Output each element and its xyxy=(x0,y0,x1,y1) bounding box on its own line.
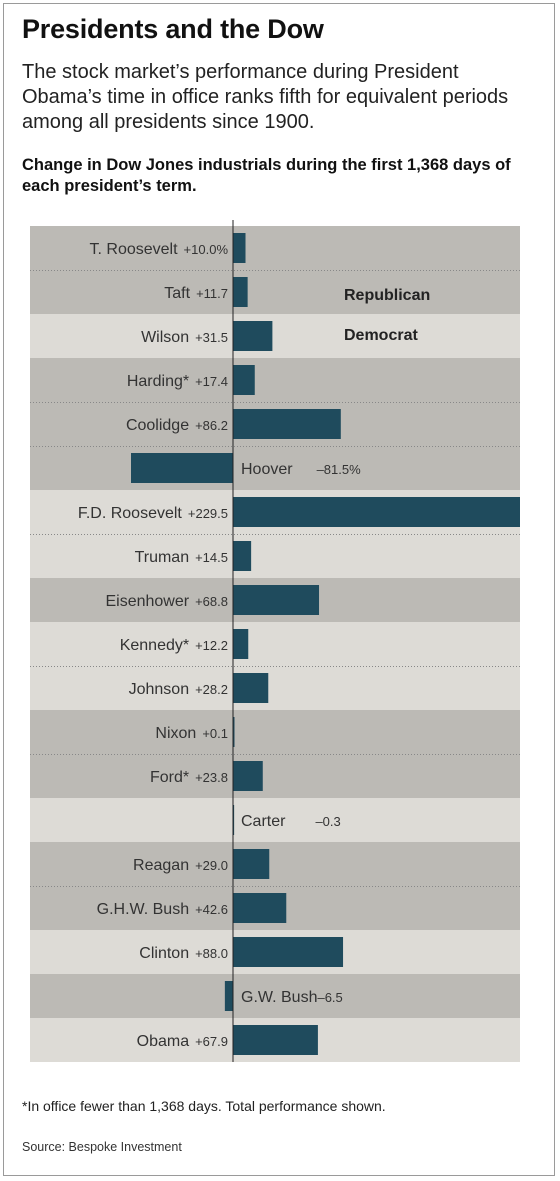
bar xyxy=(233,1025,318,1055)
bar xyxy=(233,585,320,615)
row-band xyxy=(30,358,520,402)
bar xyxy=(233,365,255,395)
value-label: +42.6 xyxy=(195,902,228,917)
row-band xyxy=(30,270,520,314)
bar xyxy=(233,629,249,659)
source-note: Source: Bespoke Investment xyxy=(22,1140,182,1154)
party-bands xyxy=(30,226,520,1062)
bar xyxy=(233,761,263,791)
value-label: –81.5% xyxy=(317,462,362,477)
bar xyxy=(233,233,246,263)
row-band xyxy=(30,226,520,270)
value-label: –6.5 xyxy=(317,990,342,1005)
president-label: Taft xyxy=(164,285,190,302)
legend-democrat: Democrat xyxy=(344,327,418,344)
row-band xyxy=(30,710,520,754)
labels-group: T. Roosevelt +10.0% Taft +11.7 Wilson +31.5 Ha… xyxy=(78,241,361,1050)
row-band xyxy=(30,754,520,798)
footnote: *In office fewer than 1,368 days. Total … xyxy=(22,1098,386,1114)
president-label: Wilson xyxy=(141,329,189,346)
chart-subtitle: The stock market’s performance during Pr… xyxy=(22,61,509,133)
president-label: T. Roosevelt xyxy=(90,241,179,258)
value-label: +67.9 xyxy=(195,1034,228,1049)
row-band xyxy=(30,534,520,578)
president-label: Obama xyxy=(137,1033,190,1050)
row-band xyxy=(30,798,520,842)
row-band xyxy=(30,666,520,710)
legend-republican: Republican xyxy=(344,287,430,304)
value-label: +12.2 xyxy=(195,638,228,653)
president-label: G.H.W. Bush xyxy=(97,901,189,918)
value-label: +31.5 xyxy=(195,330,228,345)
president-label: Nixon xyxy=(155,725,196,742)
value-label: +0.1 xyxy=(202,726,228,741)
row-band xyxy=(30,622,520,666)
bar xyxy=(233,321,273,351)
bar xyxy=(131,453,233,483)
president-label: Carter xyxy=(241,813,286,830)
bars-group xyxy=(131,233,520,1055)
bar xyxy=(233,673,269,703)
president-label: Kennedy* xyxy=(120,637,189,654)
row-band xyxy=(30,974,520,1018)
president-label: F.D. Roosevelt xyxy=(78,505,183,522)
bar xyxy=(233,277,248,307)
president-label: Ford* xyxy=(150,769,189,786)
president-label: Reagan xyxy=(133,857,189,874)
bar xyxy=(233,409,341,439)
bar xyxy=(233,717,235,747)
bar xyxy=(233,541,252,571)
bar xyxy=(224,981,233,1011)
value-label: +28.2 xyxy=(195,682,228,697)
president-label: Johnson xyxy=(129,681,190,698)
value-label: +88.0 xyxy=(195,946,228,961)
value-label: +86.2 xyxy=(195,418,228,433)
president-label: Clinton xyxy=(139,945,189,962)
row-band xyxy=(30,446,520,490)
legend: Republican Democrat xyxy=(344,287,430,344)
president-label: Truman xyxy=(135,549,190,566)
value-label: +23.8 xyxy=(195,770,228,785)
value-label: +14.5 xyxy=(195,550,228,565)
row-band xyxy=(30,842,520,886)
bar xyxy=(233,937,344,967)
bar xyxy=(233,849,270,879)
bar xyxy=(233,893,287,923)
value-label: –0.3 xyxy=(315,814,340,829)
president-label: G.W. Bush xyxy=(241,989,317,1006)
chart-heading: Change in Dow Jones industrials during t… xyxy=(22,156,511,195)
value-label: +68.8 xyxy=(195,594,228,609)
president-label: Harding* xyxy=(127,373,189,390)
value-label: +10.0% xyxy=(184,242,229,257)
bar xyxy=(233,497,520,527)
value-label: +229.5 xyxy=(188,506,228,521)
president-label: Coolidge xyxy=(126,417,189,434)
chart-title: Presidents and the Dow xyxy=(22,14,324,44)
value-label: +29.0 xyxy=(195,858,228,873)
president-label: Eisenhower xyxy=(105,593,189,610)
row-band xyxy=(30,314,520,358)
president-label: Hoover xyxy=(241,461,293,478)
value-label: +11.7 xyxy=(196,286,228,301)
value-label: +17.4 xyxy=(195,374,228,389)
